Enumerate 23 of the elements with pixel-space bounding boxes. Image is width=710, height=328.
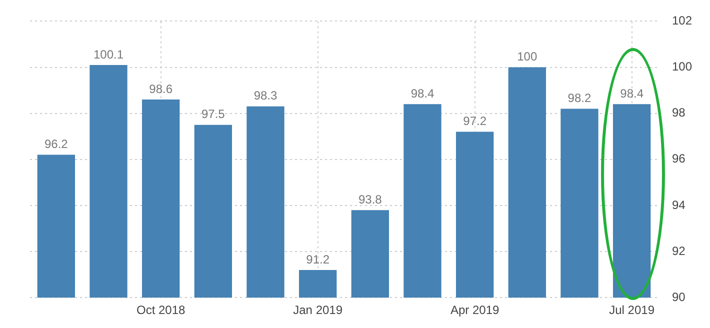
y-tick-label: 94 [672, 198, 686, 212]
data-label: 98.2 [568, 91, 592, 106]
data-label: 100 [517, 50, 538, 64]
y-tick-label: 102 [672, 14, 692, 28]
data-label: 100.1 [93, 47, 124, 62]
x-tick-label: Apr 2019 [450, 303, 500, 318]
y-tick-label: 98 [672, 106, 686, 120]
data-label: 97.5 [201, 107, 226, 122]
data-label: 98.6 [149, 82, 173, 96]
data-label: 98.4 [410, 86, 434, 100]
data-label: 98.3 [254, 88, 278, 103]
y-tick-label: 90 [672, 290, 686, 304]
data-label: 97.2 [463, 114, 487, 128]
data-label: 93.8 [358, 192, 382, 206]
x-tick-label: Jan 2019 [293, 303, 343, 318]
data-label: 91.2 [306, 252, 330, 266]
y-tick-label: 96 [672, 152, 686, 166]
x-tick-label: Oct 2018 [136, 303, 186, 318]
x-tick-label: Jul 2019 [609, 303, 655, 318]
data-label: 98.4 [620, 86, 644, 100]
y-tick-label: 92 [672, 244, 686, 258]
y-tick-label: 100 [672, 60, 692, 74]
data-label: 96.2 [44, 137, 68, 152]
